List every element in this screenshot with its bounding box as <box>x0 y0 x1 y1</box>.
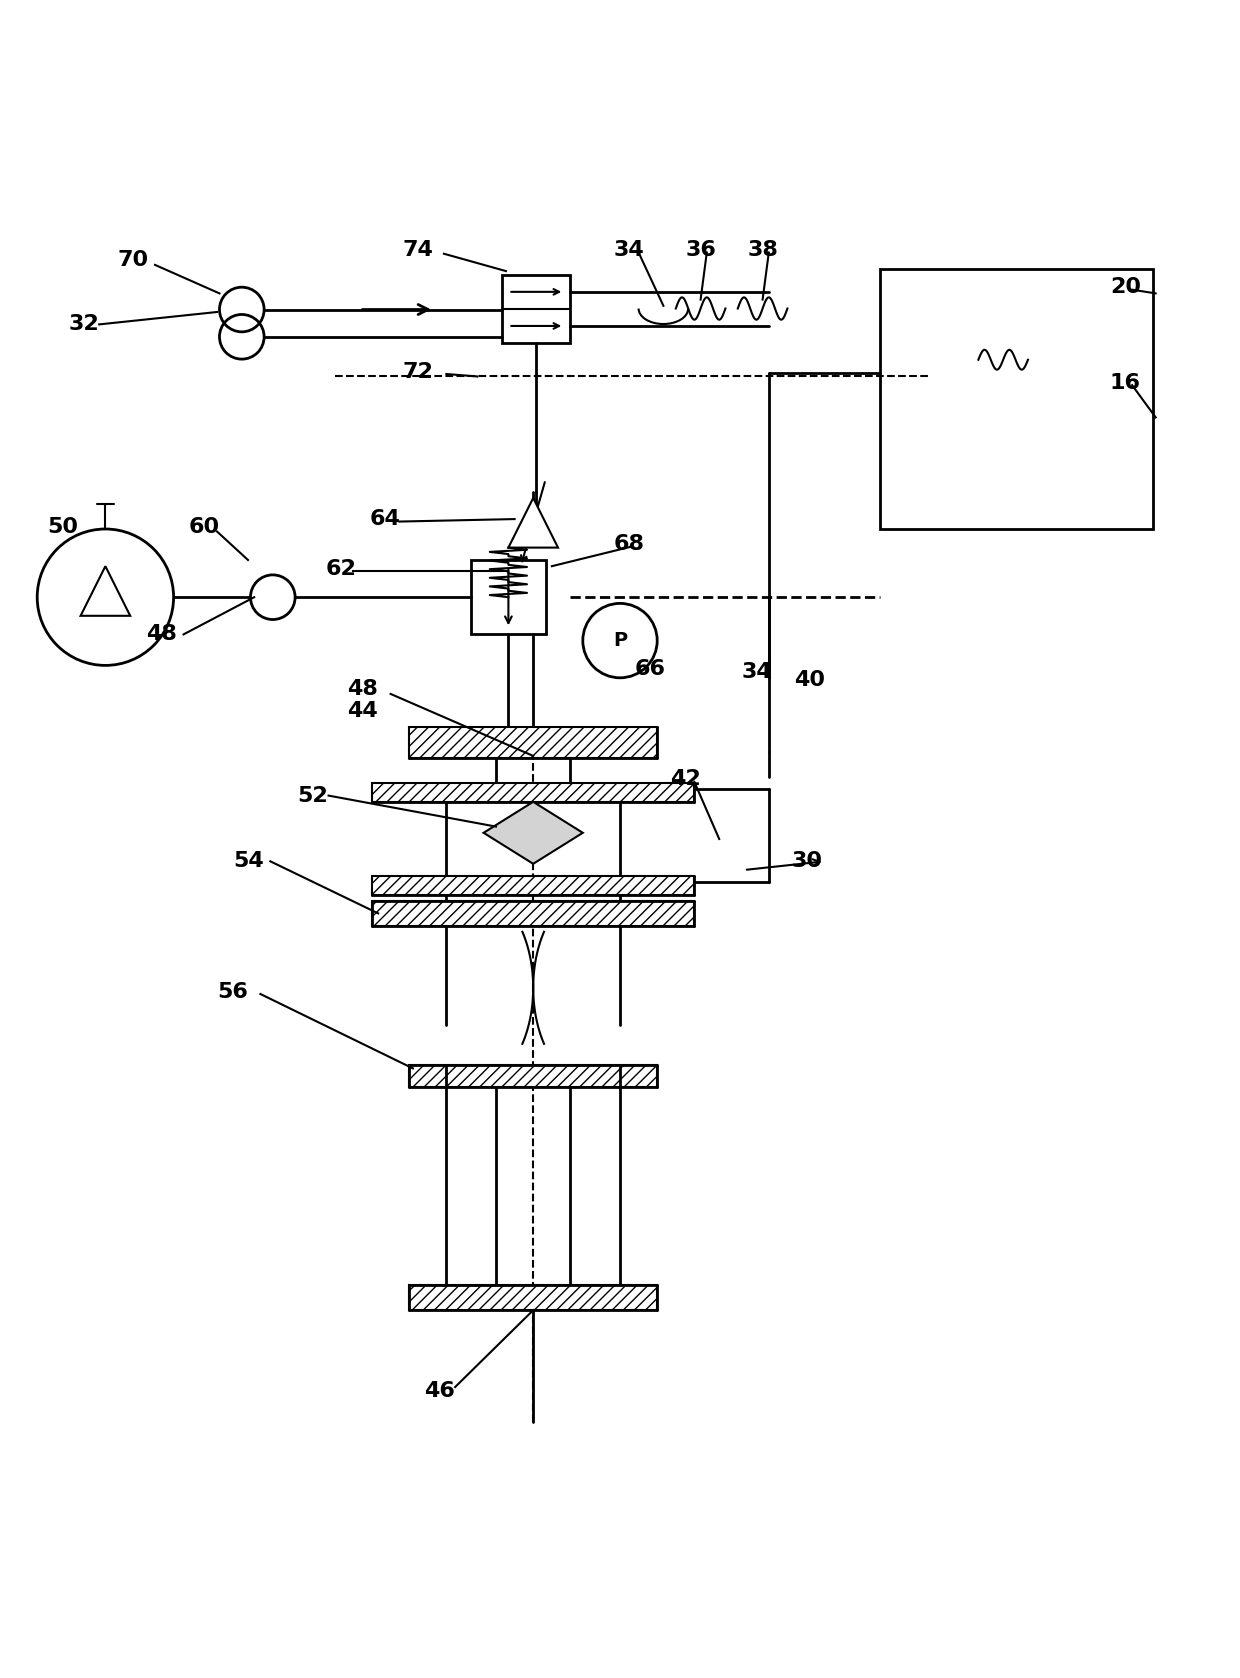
Text: 50: 50 <box>47 517 78 537</box>
Bar <box>372 901 694 926</box>
Text: 30: 30 <box>791 851 822 871</box>
Text: 60: 60 <box>188 517 219 537</box>
Text: 62: 62 <box>326 559 357 579</box>
Text: 56: 56 <box>217 982 248 1002</box>
Bar <box>880 268 1153 529</box>
Bar <box>372 876 694 894</box>
Polygon shape <box>484 802 583 864</box>
Text: P: P <box>613 631 627 649</box>
Text: 42: 42 <box>670 770 701 789</box>
Text: 64: 64 <box>370 508 401 529</box>
Text: 20: 20 <box>1110 277 1141 297</box>
Text: 48: 48 <box>146 624 177 644</box>
Text: 44: 44 <box>347 701 378 722</box>
Text: 32: 32 <box>68 314 99 334</box>
Text: 34: 34 <box>614 240 645 260</box>
Text: 46: 46 <box>424 1381 455 1401</box>
Bar <box>409 1064 657 1087</box>
Text: 38: 38 <box>748 240 779 260</box>
Text: 72: 72 <box>403 361 434 381</box>
Polygon shape <box>508 498 558 547</box>
Text: 40: 40 <box>794 670 825 690</box>
Text: 48: 48 <box>347 680 378 700</box>
Text: 66: 66 <box>635 659 666 680</box>
Text: 54: 54 <box>233 851 264 871</box>
Text: 16: 16 <box>1110 373 1141 393</box>
Text: 70: 70 <box>118 250 149 270</box>
Text: 36: 36 <box>686 240 717 260</box>
Bar <box>372 784 694 802</box>
Text: 74: 74 <box>403 240 434 260</box>
Bar <box>409 1285 657 1311</box>
Text: 34: 34 <box>742 661 773 681</box>
Bar <box>502 275 570 342</box>
Text: 68: 68 <box>614 534 645 554</box>
Bar <box>409 727 657 758</box>
Text: 52: 52 <box>298 785 329 805</box>
Bar <box>471 560 546 634</box>
